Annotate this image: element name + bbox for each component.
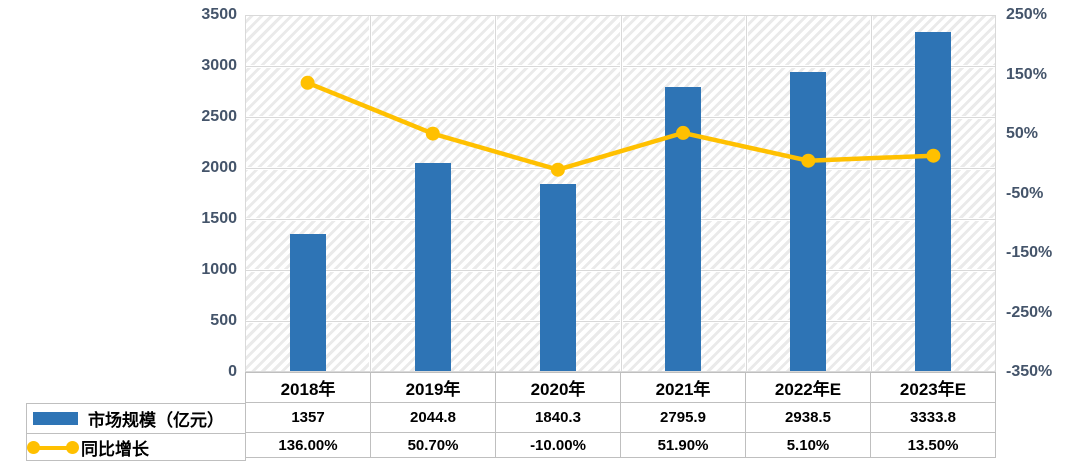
table-cell: 50.70%	[370, 432, 496, 458]
v-gridline	[494, 15, 498, 372]
line-series	[300, 75, 941, 177]
table-cell: -10.00%	[495, 432, 621, 458]
growth-line	[306, 80, 934, 173]
table-cell: 2938.5	[745, 402, 871, 433]
data-point-2019年	[425, 126, 440, 141]
left-axis-tick: 3500	[201, 6, 237, 23]
left-axis: 0 500 1000 1500 2000 2500 3000 3500	[140, 0, 237, 474]
right-axis-tick: -250%	[1006, 303, 1053, 321]
bar-series-swatch-icon	[33, 412, 78, 425]
bar-2023年E	[915, 31, 952, 372]
legend-item-yoy-growth: 同比增长	[27, 434, 245, 460]
right-axis-tick: -50%	[1006, 184, 1044, 202]
right-axis-tick: 150%	[1006, 65, 1047, 83]
legend-label-yoy-growth: 同比增长	[81, 439, 149, 459]
year-header: 2018年	[245, 372, 371, 403]
year-header: 2022年E	[745, 372, 871, 403]
v-gridline	[369, 15, 373, 372]
year-header: 2021年	[620, 372, 746, 403]
table-year-row: 2018年 2019年 2020年 2021年 2022年E 2023年E	[245, 372, 996, 403]
bar-2019年	[414, 163, 451, 372]
left-axis-tick: 1000	[201, 261, 237, 278]
table-row: 136.00% 50.70% -10.00% 51.90% 5.10% 13.50%	[245, 432, 996, 458]
table-cell: 2044.8	[370, 402, 496, 433]
year-header: 2019年	[370, 372, 496, 403]
year-header: 2020年	[495, 372, 621, 403]
bar-2018年	[289, 233, 326, 372]
data-point-2021年	[676, 125, 691, 140]
v-gridline	[619, 15, 623, 372]
v-gridline	[869, 15, 873, 372]
table-cell: 51.90%	[620, 432, 746, 458]
right-axis-tick: 250%	[1006, 6, 1047, 23]
data-point-2022年E	[801, 153, 816, 168]
left-axis-tick: 1500	[201, 210, 237, 227]
table-row: 1357 2044.8 1840.3 2795.9 2938.5 3333.8	[245, 402, 996, 433]
bar-2022年E	[790, 72, 827, 372]
legend: 市场规模（亿元） 同比增长	[26, 403, 246, 461]
plot-area	[245, 15, 996, 372]
line-series-swatch-icon	[27, 440, 79, 454]
data-point-2020年	[550, 162, 565, 177]
data-table: 2018年 2019年 2020年 2021年 2022年E 2023年E 1357 204…	[245, 372, 996, 458]
table-cell: 1357	[245, 402, 371, 433]
left-axis-tick: 3000	[201, 57, 237, 74]
left-axis-tick: 0	[228, 363, 237, 380]
legend-item-market-size: 市场规模（亿元）	[27, 404, 245, 434]
table-cell: 136.00%	[245, 432, 371, 458]
table-cell: 5.10%	[745, 432, 871, 458]
table-cell: 3333.8	[870, 402, 996, 433]
left-axis-tick: 500	[210, 312, 237, 329]
table-cell: 13.50%	[870, 432, 996, 458]
data-point-2018年	[300, 75, 315, 90]
year-header: 2023年E	[870, 372, 996, 403]
v-gridline	[744, 15, 748, 372]
data-point-2023年E	[926, 148, 941, 163]
left-axis-tick: 2000	[201, 159, 237, 176]
right-axis-tick: 50%	[1006, 125, 1039, 142]
table-cell: 2795.9	[620, 402, 746, 433]
legend-label-market-size: 市场规模（亿元）	[88, 411, 224, 430]
right-axis-tick: -150%	[1006, 244, 1053, 261]
right-axis: 250% 150% 50% -50% -150% -250% -350%	[1006, 0, 1078, 474]
bar-2020年	[539, 184, 576, 372]
table-cell: 1840.3	[495, 402, 621, 433]
left-axis-tick: 2500	[201, 108, 237, 125]
right-axis-tick: -350%	[1006, 363, 1053, 380]
